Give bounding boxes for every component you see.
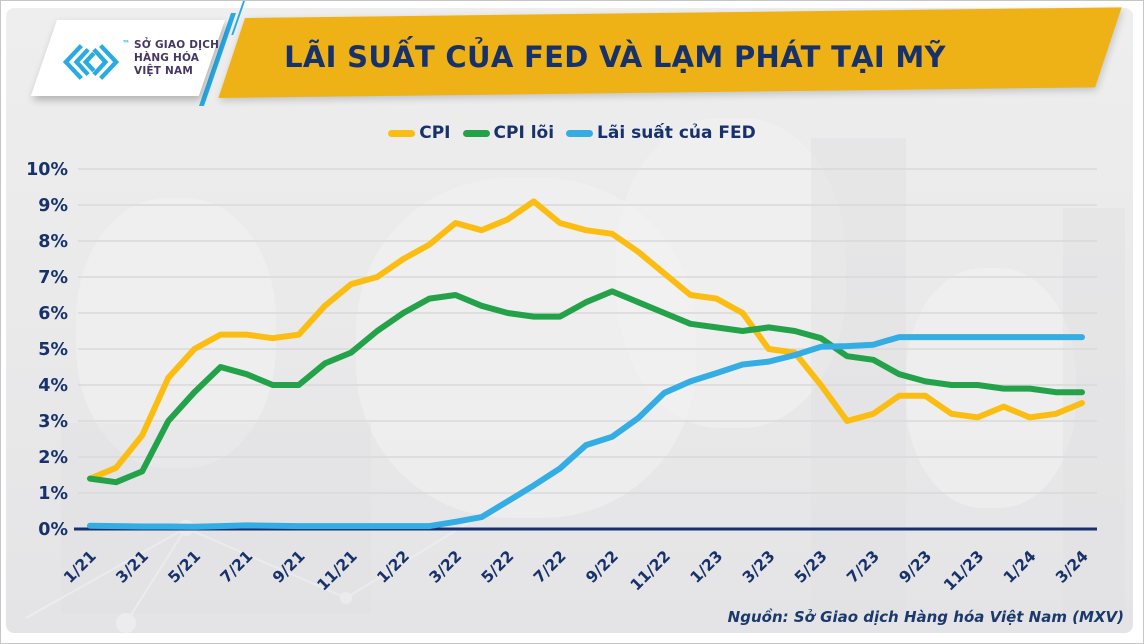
x-tick-label: 11/23 (940, 547, 987, 594)
x-tick-label: 11/21 (314, 547, 361, 594)
y-tick-label: 5% (38, 340, 68, 360)
legend-label-cpi: CPI (419, 123, 451, 143)
y-tick-label: 7% (38, 268, 68, 288)
x-tick-label: 11/22 (627, 547, 674, 594)
y-tick-label: 1% (38, 484, 68, 504)
x-tick-label: 5/23 (791, 547, 831, 587)
y-tick-label: 2% (38, 448, 68, 468)
legend-item-core-cpi: CPI lõi (462, 123, 555, 143)
trademark-symbol: ™ (122, 39, 130, 48)
logo-text-line1: SỞ GIAO DỊCH (134, 39, 220, 51)
x-tick-label: 7/21 (217, 547, 257, 587)
x-axis-labels: 1/21 3/21 5/21 7/21 9/21 11/21 1/22 3/22 5/22 7/2… (60, 547, 1092, 594)
core-cpi-line-swatch (462, 129, 490, 137)
x-tick-label: 5/21 (165, 547, 205, 587)
logo-text-line2: HÀNG HÓA (134, 52, 200, 64)
x-tick-label: 3/24 (1052, 547, 1092, 587)
mxv-logo-text: SỞ GIAO DỊCH HÀNG HÓA VIỆT NAM (134, 39, 219, 78)
series-line-fed-rate (87, 334, 1085, 530)
x-tick-label: 3/23 (739, 547, 779, 587)
x-tick-label: 3/21 (112, 547, 152, 587)
x-tick-label: 9/21 (269, 547, 309, 587)
x-tick-label: 1/23 (687, 547, 727, 587)
x-tick-label: 5/22 (478, 547, 518, 587)
series-line-core-cpi (87, 288, 1085, 486)
chart-title: LÃI SUẤT CỦA FED VÀ LẠM PHÁT TẠI MỸ (284, 40, 946, 74)
x-tick-label: 7/23 (843, 547, 883, 587)
y-tick-label: 4% (38, 376, 68, 396)
series-line-cpi (87, 198, 1085, 482)
y-axis-labels: 0% 1% 2% 3% 4% 5% 6% 7% 8% 9% 10% (26, 160, 68, 540)
legend-label-fed-rate: Lãi suất của FED (597, 123, 756, 143)
legend-item-cpi: CPI (388, 123, 451, 143)
y-tick-label: 0% (38, 520, 68, 540)
y-tick-label: 8% (38, 232, 68, 252)
fed-rate-line-swatch (566, 129, 594, 137)
mxv-logo-icon (62, 44, 120, 80)
y-tick-label: 10% (26, 160, 68, 180)
x-tick-label: 9/22 (582, 547, 622, 587)
source-note: Nguồn: Sở Giao dịch Hàng hóa Việt Nam (M… (727, 608, 1124, 626)
x-tick-label: 3/22 (426, 547, 466, 587)
series-lines (87, 198, 1085, 530)
x-tick-label: 1/22 (373, 547, 413, 587)
chart-title-wrap: LÃI SUẤT CỦA FED VÀ LẠM PHÁT TẠI MỸ (245, 18, 985, 96)
chart-legend: CPI CPI lõi Lãi suất của FED (0, 120, 1144, 146)
y-tick-label: 9% (38, 196, 68, 216)
y-tick-label: 3% (38, 412, 68, 432)
logo-text-line3: VIỆT NAM (134, 65, 193, 77)
legend-label-core-cpi: CPI lõi (493, 123, 555, 143)
y-tick-label: 6% (38, 304, 68, 324)
x-tick-label: 1/24 (1000, 547, 1040, 587)
x-tick-label: 1/21 (60, 547, 100, 587)
legend-item-fed-rate: Lãi suất của FED (566, 123, 756, 143)
gridlines (74, 168, 1097, 531)
x-tick-label: 7/22 (530, 547, 570, 587)
x-tick-label: 9/23 (896, 547, 936, 587)
cpi-line-swatch (388, 129, 416, 137)
